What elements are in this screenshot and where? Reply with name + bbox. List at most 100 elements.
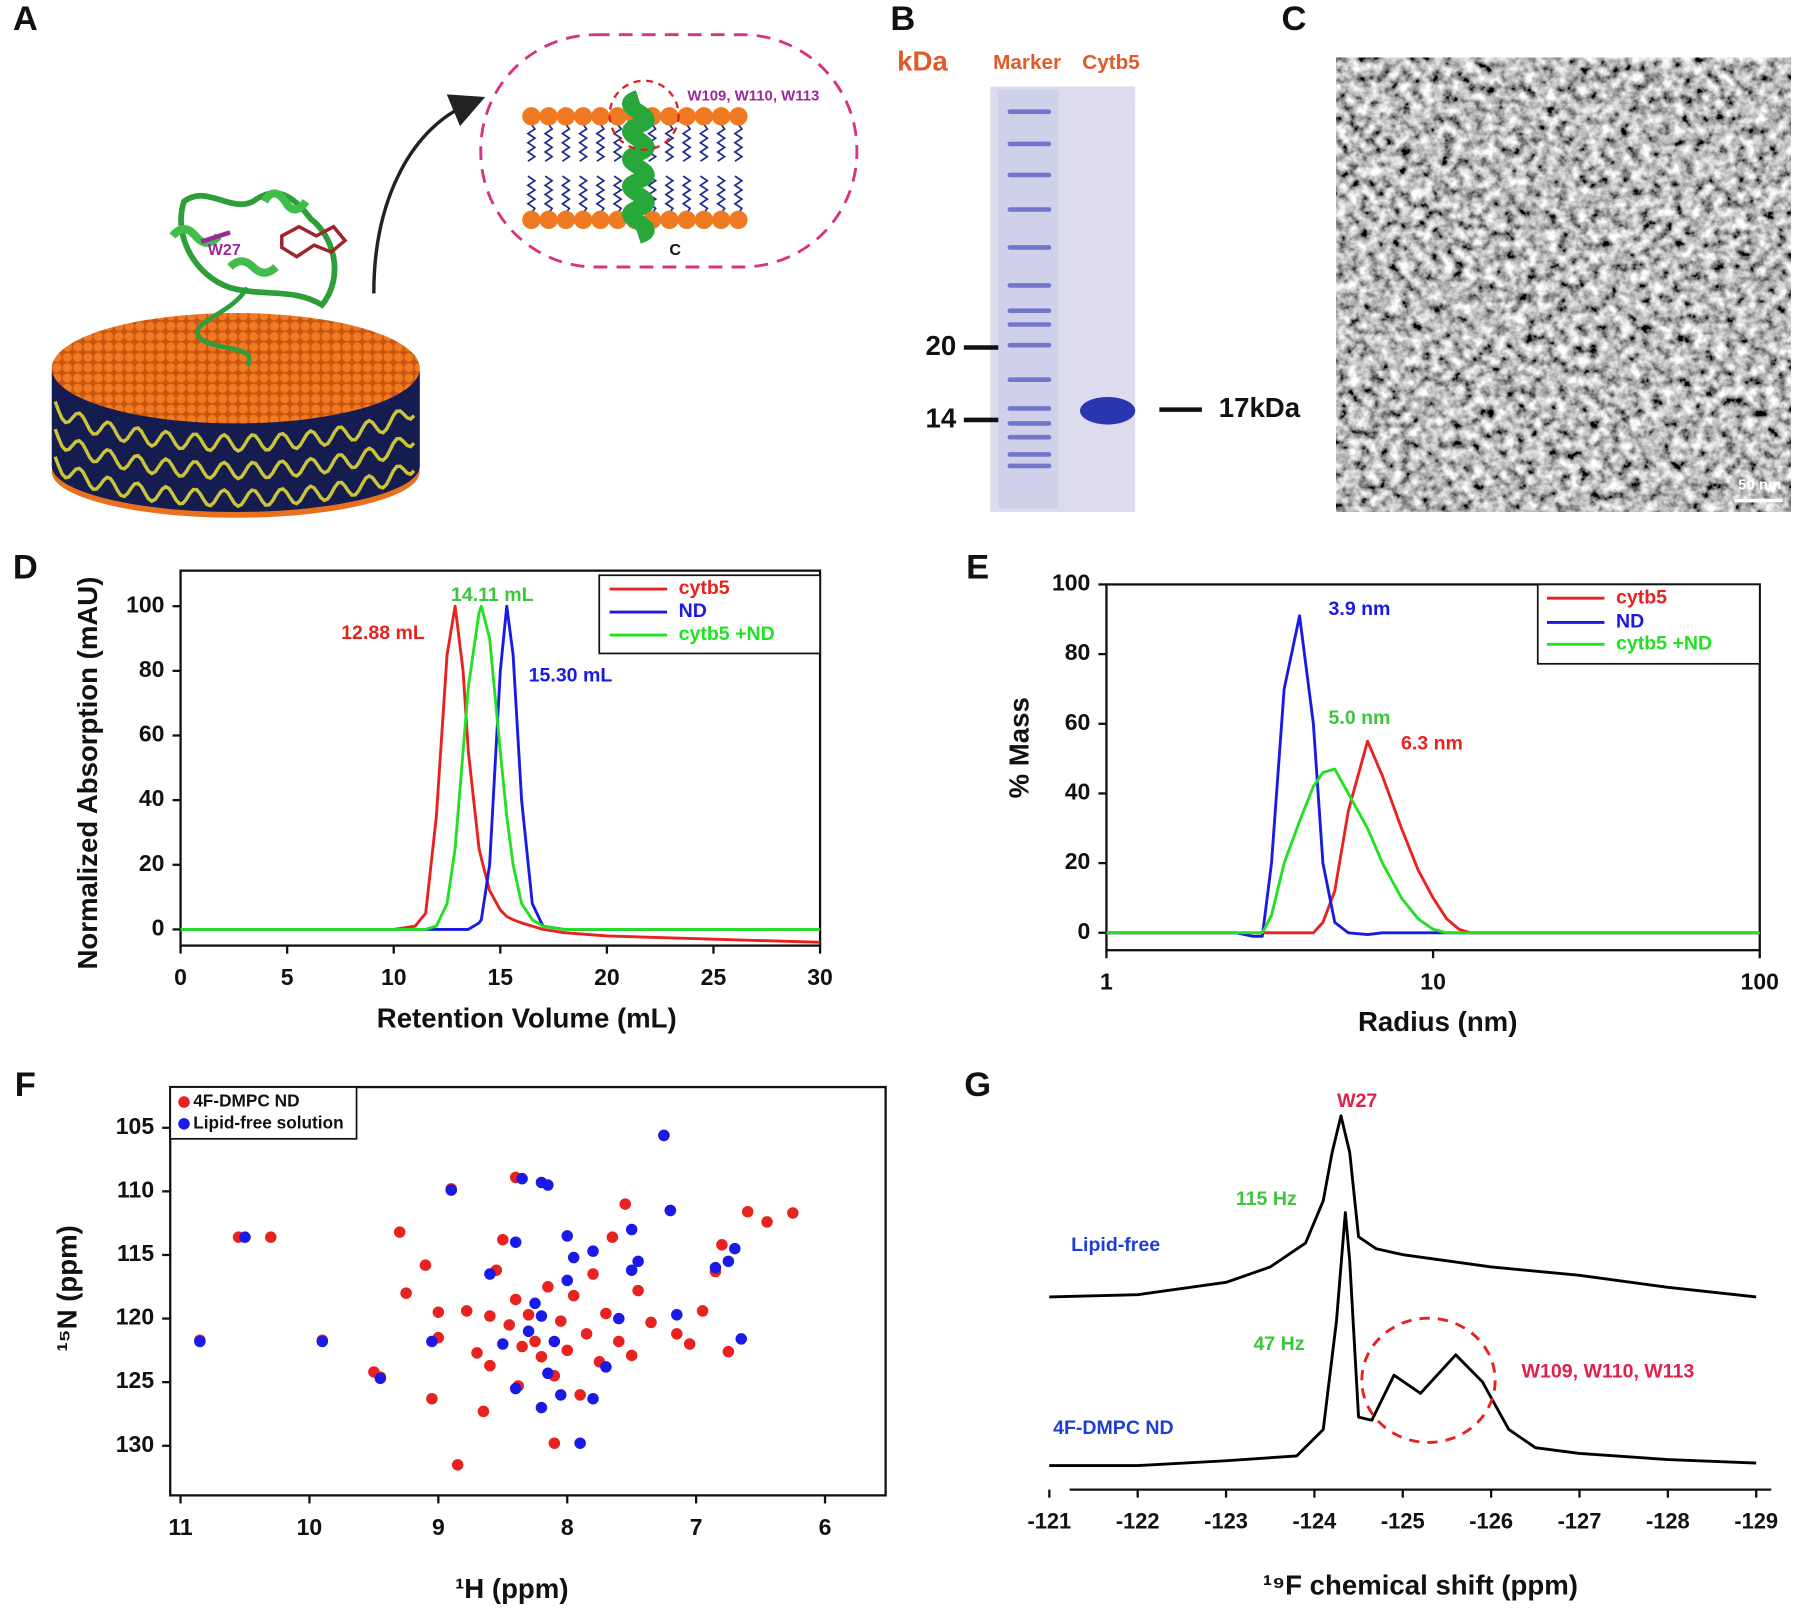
peak xyxy=(535,1350,548,1363)
lipid-head xyxy=(539,210,558,230)
peak xyxy=(529,1297,541,1310)
peak xyxy=(529,1335,541,1348)
x-tick-label: -127 xyxy=(1558,1509,1602,1534)
y-tick-label: 40 xyxy=(139,785,165,811)
peak xyxy=(516,1172,528,1185)
annotation: W27 xyxy=(1337,1090,1377,1112)
lipid-tail xyxy=(664,175,675,214)
legend-swatch xyxy=(178,1096,190,1108)
peak xyxy=(535,1310,548,1322)
lipid-tail xyxy=(733,123,744,162)
series-line xyxy=(1049,1211,1757,1468)
peak xyxy=(426,1335,438,1348)
ladder-band xyxy=(1007,141,1052,147)
lipid-tail xyxy=(698,123,709,162)
peak xyxy=(587,1245,599,1257)
protein-helix xyxy=(169,189,310,277)
x-tick-label: 30 xyxy=(807,964,833,990)
series-line xyxy=(180,604,821,931)
ladder-band xyxy=(1007,308,1052,314)
annotation: W109, W110, W113 xyxy=(1522,1360,1695,1382)
label: C xyxy=(669,241,681,259)
x-tick-label: 0 xyxy=(174,964,187,990)
lipid-tail xyxy=(560,175,571,214)
y-tick-label: 20 xyxy=(1065,848,1091,874)
ladder-band xyxy=(1007,172,1052,178)
ladder-band xyxy=(1007,322,1052,327)
legend-label: ND xyxy=(1616,611,1644,633)
peak xyxy=(735,1333,748,1345)
label: Marker xyxy=(993,51,1061,74)
y-tick-label: 80 xyxy=(139,656,165,682)
lipid-tail xyxy=(698,175,709,214)
peak xyxy=(600,1307,612,1320)
annotation: 14.11 mL xyxy=(451,584,534,606)
peak xyxy=(619,1198,631,1210)
peak xyxy=(516,1340,528,1353)
lipid-head xyxy=(539,107,558,126)
y-tick-label: 115 xyxy=(117,1240,154,1266)
annotation: 6.3 nm xyxy=(1401,732,1463,754)
arrow xyxy=(372,94,486,294)
tem-image xyxy=(1336,57,1791,512)
lipid-head xyxy=(556,107,576,126)
x-tick-label: -129 xyxy=(1734,1509,1778,1534)
x-tick-label: 10 xyxy=(297,1514,323,1540)
protein-ribbon xyxy=(178,190,338,309)
trp-highlight xyxy=(608,79,680,151)
dashed-outline xyxy=(479,33,859,269)
legend-label: cytb5 xyxy=(1616,586,1667,608)
series-label: 4F-DMPC ND xyxy=(1053,1417,1174,1439)
protein-linker xyxy=(195,286,252,368)
legend-label: Lipid-free solution xyxy=(193,1112,343,1132)
lipid-tail xyxy=(733,175,744,214)
peak xyxy=(716,1239,728,1251)
lipid-tail xyxy=(578,123,589,162)
peak xyxy=(509,1293,522,1306)
lipid-tail xyxy=(612,175,623,214)
ladder-band xyxy=(1007,283,1052,288)
peak xyxy=(555,1315,567,1327)
lipid-head xyxy=(591,210,610,230)
panel-letter: B xyxy=(890,0,915,38)
peak xyxy=(574,1437,586,1449)
lipid-tail xyxy=(526,123,537,162)
y-tick-label: 100 xyxy=(126,591,164,617)
lipid-head xyxy=(556,210,576,230)
x-tick-label: -121 xyxy=(1027,1509,1071,1534)
peak xyxy=(484,1310,496,1322)
peak xyxy=(393,1226,406,1238)
ladder-band xyxy=(1007,452,1052,457)
label: W27 xyxy=(208,241,241,259)
peak xyxy=(497,1338,509,1350)
peak xyxy=(625,1223,638,1236)
label: 50 nm xyxy=(1738,476,1781,493)
x-tick-label: 1 xyxy=(1100,969,1113,995)
peak xyxy=(432,1306,445,1318)
peak xyxy=(722,1255,735,1268)
lipid-tail xyxy=(716,175,727,214)
annotation: 115 Hz xyxy=(1236,1188,1297,1210)
series-line xyxy=(180,604,821,931)
peak xyxy=(561,1274,573,1287)
peak xyxy=(400,1287,412,1299)
legend-label: cytb5 xyxy=(679,577,730,599)
x-tick-label: 25 xyxy=(701,964,727,990)
lipid-tail xyxy=(681,123,692,162)
peak xyxy=(419,1259,432,1271)
peak xyxy=(471,1347,483,1359)
gel-lane xyxy=(998,89,1059,509)
peak xyxy=(509,1382,522,1395)
peak xyxy=(460,1305,473,1317)
peak xyxy=(580,1328,593,1340)
disc-top xyxy=(51,313,420,424)
peak xyxy=(729,1242,741,1255)
peak xyxy=(484,1359,496,1372)
peak xyxy=(484,1268,496,1280)
peak xyxy=(374,1372,387,1385)
panel-letter: G xyxy=(964,1066,991,1104)
ladder-band xyxy=(1007,377,1052,383)
annotation: 12.88 mL xyxy=(341,622,425,644)
x-tick-label: -128 xyxy=(1646,1509,1690,1534)
